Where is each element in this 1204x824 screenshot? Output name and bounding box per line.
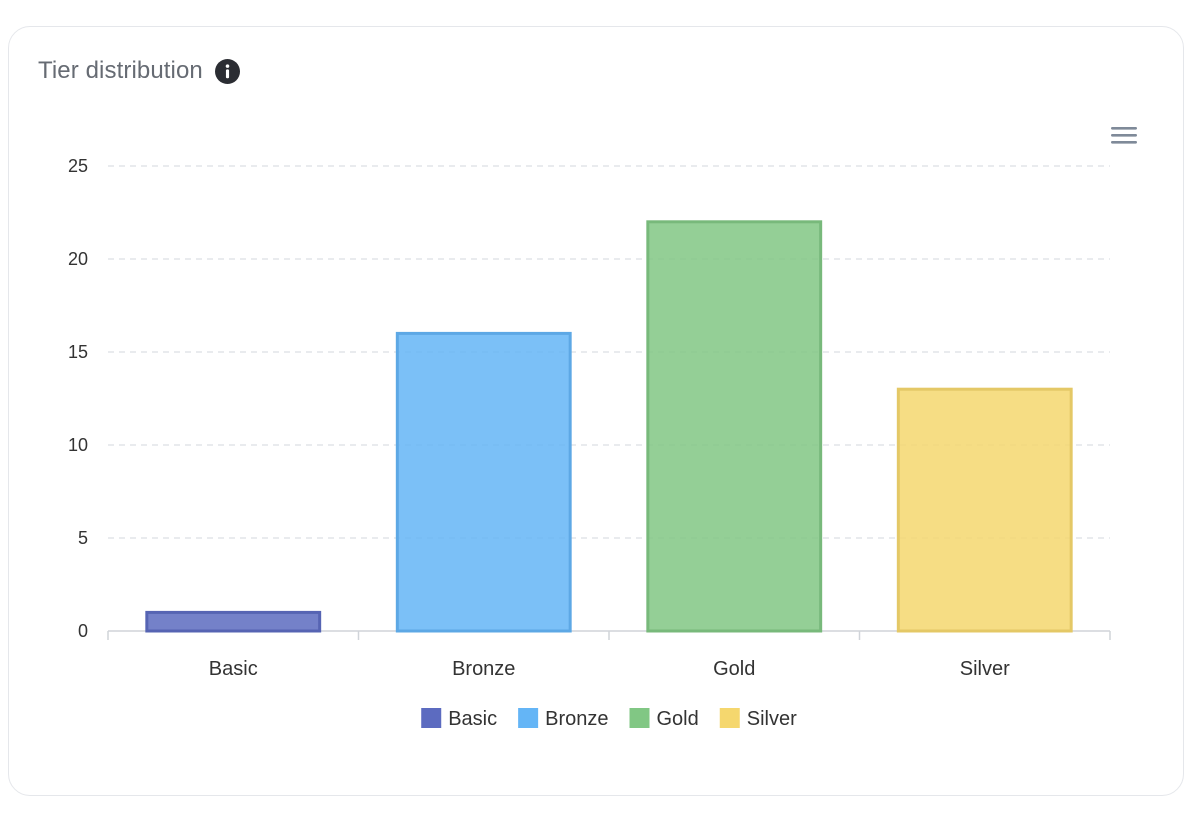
x-tick-label: Gold [713, 658, 755, 680]
y-tick-label: 10 [68, 435, 88, 455]
y-tick-label: 5 [78, 528, 88, 548]
card-header: Tier distribution [38, 57, 240, 85]
info-icon[interactable] [214, 58, 240, 84]
bar-basic[interactable] [145, 610, 322, 633]
bar-gold[interactable] [646, 220, 823, 633]
legend-label-basic[interactable]: Basic [448, 708, 497, 730]
y-tick-label: 0 [78, 621, 88, 641]
hamburger-menu-icon[interactable] [1109, 124, 1139, 146]
y-tick-label: 25 [68, 156, 88, 176]
legend-label-bronze[interactable]: Bronze [545, 708, 608, 730]
legend-swatch-silver[interactable] [719, 708, 740, 728]
x-tick-label: Silver [960, 658, 1010, 680]
card-title: Tier distribution [38, 57, 203, 84]
x-tick-label: Bronze [452, 658, 515, 680]
y-tick-label: 15 [68, 342, 88, 362]
bar-silver[interactable] [896, 387, 1073, 633]
legend-swatch-basic[interactable] [421, 708, 442, 728]
x-tick-label: Basic [209, 658, 258, 680]
legend-swatch-gold[interactable] [629, 708, 650, 728]
y-tick-label: 20 [68, 249, 88, 269]
legend-swatch-bronze[interactable] [518, 708, 539, 728]
legend-label-gold[interactable]: Gold [657, 708, 699, 730]
legend-label-silver[interactable]: Silver [747, 708, 797, 730]
bar-bronze[interactable] [395, 331, 572, 633]
